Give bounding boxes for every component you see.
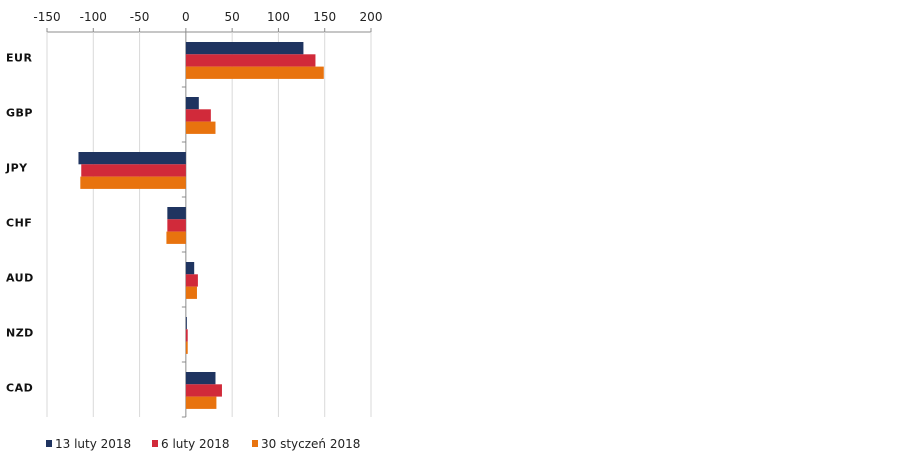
bar [185, 42, 304, 55]
tick-label: 0 [182, 10, 190, 24]
tick-label: 100 [267, 10, 290, 24]
legend-label: 6 luty 2018 [161, 437, 230, 451]
tick-label: -50 [130, 10, 150, 24]
legend-label: 13 luty 2018 [55, 437, 131, 451]
legend-label: 30 styczeń 2018 [261, 437, 360, 451]
tick-label: 150 [313, 10, 336, 24]
bar [185, 109, 211, 122]
bar [185, 396, 217, 409]
bar [185, 329, 188, 342]
legend-swatch [252, 440, 258, 447]
x-axis-ticks: -150 -100 -50 0 50 100 150 200 [33, 10, 382, 32]
bar [166, 231, 186, 244]
bar [80, 176, 186, 189]
legend-swatch [46, 440, 52, 447]
category-labels: EUR GBP JPY CHF AUD NZD CAD [5, 52, 34, 395]
bar [185, 97, 199, 110]
bar [185, 341, 188, 354]
bar [81, 164, 186, 177]
grid-lines [46, 31, 372, 418]
tick-label: -150 [33, 10, 60, 24]
category-label: GBP [6, 107, 33, 120]
bar [167, 219, 186, 232]
category-label: CAD [6, 382, 33, 395]
bar [78, 152, 186, 165]
category-label: AUD [6, 272, 34, 285]
bars [78, 42, 324, 409]
tick-label: 50 [225, 10, 240, 24]
tick-label: 200 [360, 10, 383, 24]
category-label: CHF [6, 217, 32, 230]
tick-label: -100 [80, 10, 107, 24]
legend-swatch [152, 440, 158, 447]
bar [185, 274, 198, 287]
bar [185, 262, 195, 275]
category-label: EUR [6, 52, 32, 65]
bar [185, 66, 324, 79]
bar [185, 54, 316, 67]
bar [185, 286, 197, 299]
category-label: NZD [6, 327, 34, 340]
bar [185, 121, 216, 134]
legend: 13 luty 2018 6 luty 2018 30 styczeń 2018 [46, 437, 360, 451]
category-label: JPY [5, 162, 28, 175]
bar [185, 317, 187, 330]
bar [185, 384, 222, 397]
bar [185, 372, 216, 385]
bar [167, 207, 186, 220]
